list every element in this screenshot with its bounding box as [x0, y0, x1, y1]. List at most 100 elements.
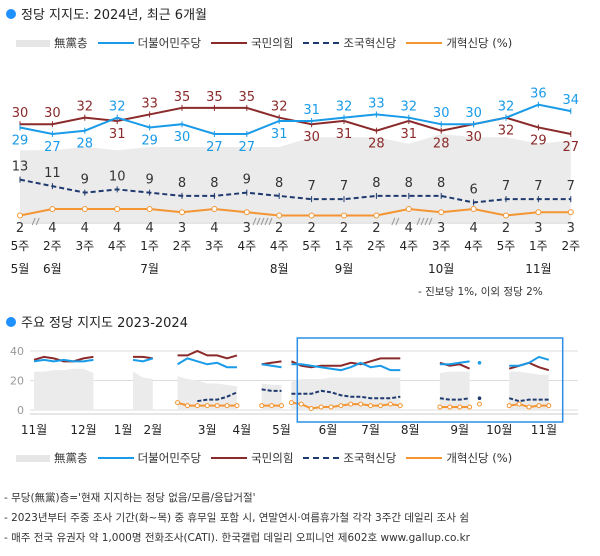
reform-point [194, 403, 200, 409]
break-mark [256, 217, 261, 226]
month-tick-label: 6월 [43, 262, 62, 276]
ppp-line [133, 355, 153, 360]
reform-point [175, 400, 181, 406]
reform-point [49, 205, 56, 212]
reform-point [348, 401, 354, 407]
rebuild-line [197, 391, 238, 403]
bullet-icon [6, 8, 16, 19]
reform-point [114, 205, 121, 212]
reform-point [506, 403, 512, 409]
reform-value-label: 4 [469, 221, 477, 236]
dem-line [33, 358, 94, 363]
ppp-value-label: 35 [239, 90, 256, 105]
rebuild-line [291, 389, 401, 400]
reform-point [204, 403, 210, 409]
reform-point [211, 205, 218, 212]
reform-point [328, 404, 334, 410]
reform-point [526, 404, 532, 410]
dem-line [261, 363, 282, 369]
dem-line [132, 357, 154, 363]
reform-point [259, 403, 265, 409]
break-mark [391, 217, 396, 226]
rebuild-line [261, 388, 282, 392]
bullet-icon [6, 316, 16, 327]
rebuild-line [508, 397, 549, 403]
legend-label: 조국혁신당 [343, 36, 397, 50]
reform-value-label: 3 [567, 221, 575, 236]
month-tick-label: 4월 [233, 423, 252, 437]
nonpartisan-area [133, 371, 153, 410]
reform-point [536, 403, 542, 409]
month-tick-label: 3월 [198, 423, 217, 437]
ppp-value-label: 30 [303, 130, 320, 145]
month-tick-label: 11월 [525, 262, 551, 276]
reform-point [457, 404, 463, 410]
reform-point [438, 209, 445, 216]
month-tick-label: 8월 [401, 423, 420, 437]
reform-point [179, 209, 185, 216]
reform-point [437, 404, 443, 410]
bottom-title-text: 주요 정당 지지도 2023-2024 [21, 316, 188, 331]
reform-point [81, 205, 88, 212]
reform-value-label: 2 [275, 221, 283, 236]
reform-value-label: 3 [243, 221, 251, 236]
legend-nonpartisan: 無黨층 [16, 35, 88, 51]
week-tick-label: 1주 [529, 239, 548, 253]
dem-line [291, 361, 401, 372]
reform-point [470, 205, 477, 212]
reform-point [224, 403, 230, 409]
dem-value-label: 28 [77, 137, 94, 152]
dem-value-label: 30 [465, 106, 482, 121]
rebuild-value-label: 6 [469, 182, 477, 197]
reform-point [214, 403, 220, 409]
legend-reform: 개혁신당 (%) [406, 450, 512, 466]
legend-label: 더불어민주당 [137, 451, 202, 465]
reform-point [567, 209, 574, 216]
reform-point [308, 212, 315, 219]
rebuild-value-label: 13 [12, 160, 29, 175]
reform-point [405, 205, 412, 212]
reform-point [546, 403, 552, 409]
break-mark [395, 217, 400, 226]
dem-value-label: 29 [141, 133, 158, 148]
legend-label: 국민의힘 [251, 36, 294, 50]
dem-line [439, 360, 470, 366]
reform-point [477, 401, 482, 407]
dem-value-label: 27 [206, 140, 223, 155]
top-note: - 진보당 1%, 이외 정당 2% [418, 286, 543, 298]
dem-value-label: 32 [401, 100, 418, 115]
highlight-box [296, 337, 564, 423]
week-tick-label: 3주 [205, 239, 224, 253]
rebuild-value-label: 8 [178, 176, 186, 191]
ppp-value-label: 28 [368, 137, 385, 152]
reform-value-label: 4 [210, 221, 218, 236]
legend-label: 조국혁신당 [343, 451, 397, 465]
rebuild-value-label: 10 [109, 169, 126, 184]
reform-point [447, 404, 453, 410]
nonpartisan-area [291, 377, 401, 410]
rebuild-value-label: 8 [275, 176, 283, 191]
week-tick-label: 4주 [237, 239, 256, 253]
month-tick-label: 12월 [70, 423, 96, 437]
week-tick-label: 5주 [497, 239, 516, 253]
month-tick-label: 7월 [140, 262, 159, 276]
week-tick-label: 2주 [561, 239, 580, 253]
reform-point [516, 401, 522, 407]
legend-rebuild: 조국혁신당 [303, 35, 396, 51]
reform-value-label: 2 [372, 221, 380, 236]
reform-point [338, 403, 344, 409]
reform-value-label: 2 [502, 221, 510, 236]
ppp-value-label: 32 [498, 124, 515, 139]
dem-value-label: 27 [44, 140, 61, 155]
ppp-value-label: 31 [401, 127, 418, 142]
month-tick-label: 10월 [428, 262, 454, 276]
bottom-chart-title: 주요 정당 지지도 2023-2024 [6, 312, 188, 331]
week-tick-label: 5주 [302, 239, 321, 253]
break-mark [35, 217, 40, 226]
ppp-value-label: 31 [336, 127, 353, 142]
dem-line [19, 103, 571, 135]
dem-value-label: 27 [239, 140, 256, 155]
footnote-1: - 무당(無黨)층='현재 지지하는 정당 없음/모름/응답거절' [4, 492, 256, 504]
week-tick-label: 3주 [432, 239, 451, 253]
